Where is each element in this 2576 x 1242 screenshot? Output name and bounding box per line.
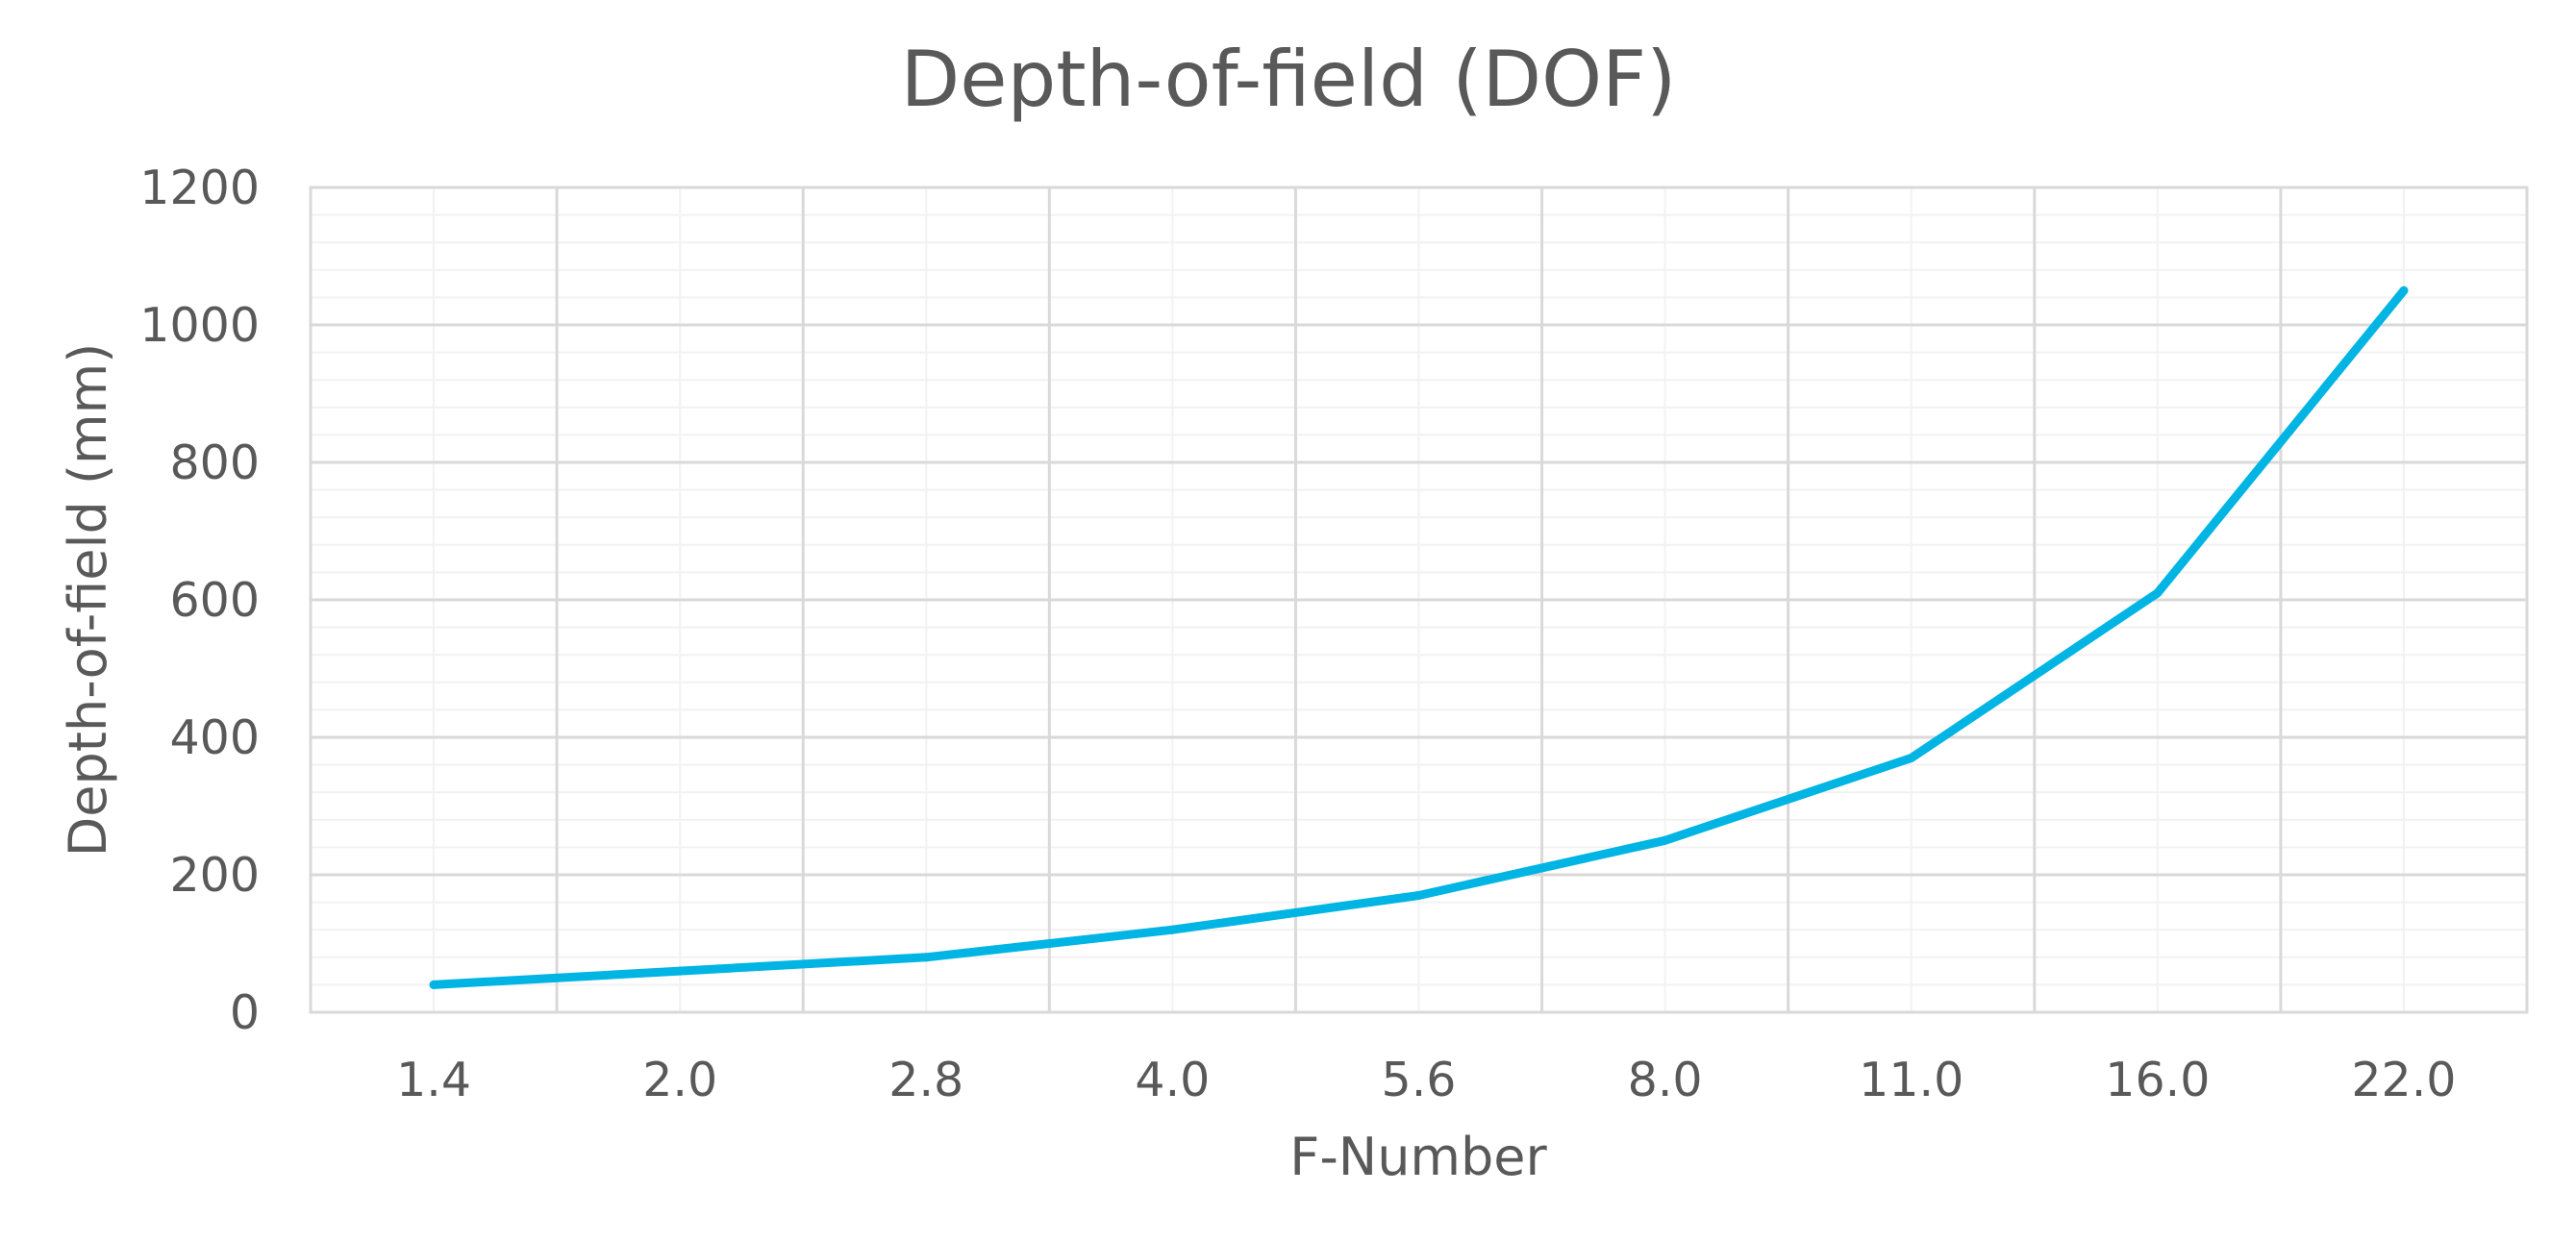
y-tick-label: 1000 <box>139 298 260 353</box>
y-axis-label: Depth-of-field (mm) <box>58 343 118 857</box>
y-tick-label: 200 <box>169 848 260 903</box>
data-point <box>1167 925 1177 934</box>
y-axis-ticks: 0 200 400 600 800 1000 1200 <box>139 161 260 1040</box>
y-tick-label: 600 <box>169 573 260 628</box>
data-point <box>2153 588 2163 598</box>
x-tick-label: 16.0 <box>2105 1053 2210 1107</box>
series-layer <box>429 286 2409 989</box>
data-point <box>1661 835 1670 845</box>
data-point <box>675 966 685 976</box>
y-tick-label: 1200 <box>139 161 260 215</box>
y-tick-label: 400 <box>169 710 260 765</box>
y-tick-label: 0 <box>230 985 260 1040</box>
x-axis-ticks: 1.4 2.0 2.8 4.0 5.6 8.0 11.0 16.0 22.0 <box>396 1053 2456 1107</box>
data-point <box>2399 286 2409 295</box>
data-point <box>429 980 438 989</box>
x-tick-label: 22.0 <box>2351 1053 2456 1107</box>
plot-area <box>309 186 2529 1014</box>
x-axis-label: F-Number <box>1289 1127 1547 1187</box>
data-point <box>1414 890 1423 900</box>
grid <box>311 186 2527 1014</box>
x-tick-label: 1.4 <box>396 1053 471 1107</box>
x-tick-label: 2.0 <box>642 1053 717 1107</box>
y-tick-label: 800 <box>169 435 260 490</box>
x-tick-label: 8.0 <box>1628 1053 1703 1107</box>
chart-title: Depth-of-field (DOF) <box>901 35 1677 124</box>
x-tick-label: 5.6 <box>1382 1053 1457 1107</box>
x-tick-label: 4.0 <box>1135 1053 1210 1107</box>
data-point <box>1907 753 1916 762</box>
x-tick-label: 11.0 <box>1859 1053 1963 1107</box>
data-point <box>921 953 931 962</box>
x-tick-label: 2.8 <box>888 1053 963 1107</box>
